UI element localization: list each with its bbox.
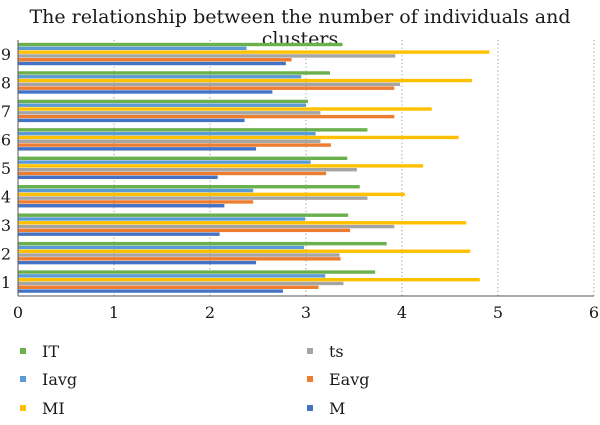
legend-swatch [307,348,313,354]
bar-mi-5 [18,164,424,168]
legend-item-m: M [307,398,345,418]
bar-mi-7 [18,107,432,111]
bar-m-1 [18,289,283,293]
legend-label: Iavg [42,369,78,389]
legend-item-iavg: Iavg [20,369,77,389]
bar-iavg-9 [18,46,247,51]
bar-iavg-1 [18,274,326,278]
bar-ts-2 [18,253,340,257]
bar-it-2 [18,241,387,246]
bar-eavg-9 [18,58,292,62]
bar-it-7 [18,99,308,104]
x-tick-label: 6 [589,303,599,322]
bar-eavg-8 [18,86,395,90]
x-tick-label: 3 [301,303,311,322]
legend-item-mi: MI [20,398,65,418]
bar-it-9 [18,42,343,47]
bar-eavg-3 [18,228,351,233]
legend-swatch [20,348,26,354]
bar-it-4 [18,185,360,189]
y-tick-label: 8 [1,74,11,93]
y-tick-label: 4 [1,187,11,206]
bar-mi-8 [18,78,473,83]
bar-m-3 [18,232,220,236]
legend-item-ts: ts [307,341,344,361]
bar-m-7 [18,118,245,123]
bar-iavg-8 [18,75,302,79]
legend-label: IT [42,341,59,361]
legend-swatch [20,376,26,382]
bar-iavg-4 [18,188,254,193]
bar-it-5 [18,156,348,160]
bar-iavg-2 [18,245,305,250]
bar-eavg-2 [18,257,341,261]
bar-m-5 [18,175,218,179]
bar-eavg-1 [18,285,319,289]
legend-label: Eavg [329,369,370,389]
bar-iavg-7 [18,103,306,107]
bar-mi-2 [18,249,471,253]
bar-m-2 [18,260,257,265]
y-tick-label: 6 [1,131,11,150]
y-tick-label: 2 [1,244,11,263]
bar-m-9 [18,61,286,66]
x-tick-label: 5 [493,303,503,322]
bar-eavg-5 [18,171,327,176]
bar-m-6 [18,147,257,151]
bar-m-8 [18,90,273,94]
y-tick-label: 1 [1,273,11,292]
bar-eavg-7 [18,114,395,119]
bar-it-1 [18,270,376,274]
bar-iavg-5 [18,160,311,164]
bar-ts-6 [18,139,321,143]
legend-label: M [329,398,346,418]
legend-item-it: IT [20,341,59,361]
y-tick-label: 7 [1,102,11,121]
legend-label: ts [329,341,344,361]
bar-ts-4 [18,196,368,200]
y-tick-label: 9 [1,45,11,64]
y-tick-label: 3 [1,216,11,235]
legend-swatch [307,405,313,411]
bar-ts-7 [18,111,321,115]
bar-it-3 [18,213,349,217]
bar-ts-5 [18,168,357,172]
bar-ts-9 [18,54,396,58]
bar-mi-9 [18,50,490,54]
bar-it-8 [18,71,330,75]
bar-iavg-3 [18,217,306,221]
y-tick-label: 5 [1,159,11,178]
x-tick-label: 1 [109,303,119,322]
bar-mi-3 [18,221,467,225]
x-tick-label: 4 [397,303,407,322]
bar-ts-8 [18,82,401,87]
x-tick-label: 0 [13,303,23,322]
bar-ts-1 [18,281,344,286]
bar-eavg-6 [18,143,331,147]
bar-iavg-6 [18,131,316,136]
bar-m-4 [18,204,225,208]
legend-label: MI [42,398,65,418]
bar-ts-3 [18,224,395,229]
bar-it-6 [18,128,368,132]
bar-eavg-4 [18,200,254,204]
legend-swatch [20,405,26,411]
legend-swatch [307,376,313,382]
x-tick-label: 2 [205,303,215,322]
legend-item-eavg: Eavg [307,369,370,389]
bar-mi-4 [18,192,405,197]
bar-mi-6 [18,135,459,140]
bar-mi-1 [18,277,480,282]
